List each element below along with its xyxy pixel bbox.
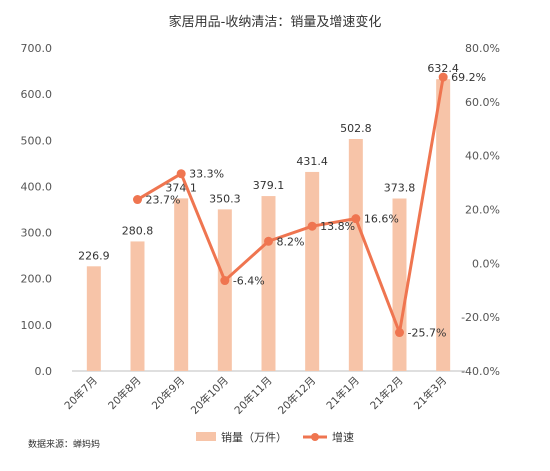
x-tick-label: 21年3月 [411, 374, 449, 412]
growth-point [351, 214, 361, 224]
growth-value-label: 16.6% [364, 213, 399, 226]
legend-line-marker [311, 433, 319, 441]
x-tick-label: 20年9月 [149, 374, 187, 412]
legend-line-label: 增速 [332, 430, 354, 444]
growth-line [136, 76, 445, 335]
right-tick-label: -40.0% [461, 365, 500, 378]
right-tick-label: 80.0% [465, 42, 500, 55]
x-tick-label: 20年10月 [188, 374, 231, 417]
growth-point [307, 221, 317, 231]
growth-value-label: -6.4% [233, 275, 265, 288]
left-tick-label: 600.0 [21, 88, 53, 101]
growth-value-label: 23.7% [146, 194, 181, 207]
right-tick-label: 20.0% [465, 204, 500, 217]
legend-bar-swatch [196, 432, 216, 441]
left-tick-label: 500.0 [21, 134, 53, 147]
growth-value-label: 69.2% [451, 71, 486, 84]
growth-value-label: 8.2% [277, 235, 305, 248]
growth-point [395, 328, 404, 338]
bar [436, 79, 451, 372]
growth-point [438, 72, 448, 82]
bar [86, 266, 101, 371]
right-tick-label: 0.0% [472, 257, 500, 270]
bar [305, 171, 320, 371]
bar-value-label: 632.4 [427, 62, 459, 75]
legend-bar-label: 销量（万件） [221, 430, 287, 444]
growth-value-label: 33.3% [189, 168, 224, 181]
right-tick-label: -20.0% [461, 311, 500, 324]
bar [392, 198, 407, 371]
growth-point [264, 236, 273, 246]
left-tick-label: 200.0 [21, 273, 53, 286]
x-tick-label: 20年7月 [62, 374, 100, 412]
left-tick-label: 100.0 [21, 319, 53, 332]
right-tick-label: 40.0% [465, 150, 500, 163]
bar [130, 241, 145, 371]
bar-value-label: 373.8 [384, 182, 416, 195]
bar-value-label: 280.8 [122, 224, 154, 237]
x-tick-label: 20年11月 [232, 374, 275, 417]
x-tick-label: 20年8月 [105, 374, 143, 412]
right-tick-label: 60.0% [465, 96, 500, 109]
left-tick-label: 700.0 [21, 42, 53, 55]
bar-value-label: 379.1 [253, 179, 285, 192]
bar-labels: 226.9 280.8 374.1 350.3 379.1 431.4 502.8 373.8… [78, 62, 459, 262]
chart-title: 家居用品-收纳清洁：销量及增速变化 [169, 14, 382, 30]
x-tick-label: 21年1月 [324, 374, 362, 412]
line-series: 23.7% 33.3% -6.4% 8.2% 13.8% 16.6% -25.7% 69.2% [133, 71, 486, 340]
growth-value-label: -25.7% [408, 327, 447, 340]
growth-value-label: 13.8% [320, 220, 355, 233]
growth-point [220, 276, 230, 286]
bar-value-label: 431.4 [296, 155, 328, 168]
bar-value-label: 226.9 [78, 249, 110, 262]
x-tick-label: 21年2月 [367, 374, 405, 412]
bar [217, 209, 232, 371]
x-ticks: 20年7月 20年8月 20年9月 20年10月 20年11月 20年12月 21年1月 21… [62, 374, 450, 417]
bar-value-label: 350.3 [209, 192, 241, 205]
left-tick-label: 400.0 [21, 180, 53, 193]
bar [348, 138, 363, 371]
growth-point [133, 195, 142, 205]
left-tick-label: 0.0 [35, 365, 53, 378]
right-axis: -40.0% -20.0% 0.0% 20.0% 40.0% 60.0% 80.0% [461, 42, 500, 378]
source-note: 数据来源：蝉妈妈 [28, 438, 100, 450]
left-tick-label: 300.0 [21, 227, 53, 240]
left-axis: 0.0 100.0 200.0 300.0 400.0 500.0 600.0 700.0 [21, 42, 53, 378]
legend: 销量（万件） 增速 [196, 430, 354, 444]
bar-value-label: 374.1 [165, 181, 197, 194]
bar [174, 198, 189, 371]
x-tick-label: 20年12月 [275, 374, 318, 417]
bar-series [86, 79, 451, 372]
growth-point [176, 169, 186, 179]
bar-value-label: 502.8 [340, 122, 372, 135]
